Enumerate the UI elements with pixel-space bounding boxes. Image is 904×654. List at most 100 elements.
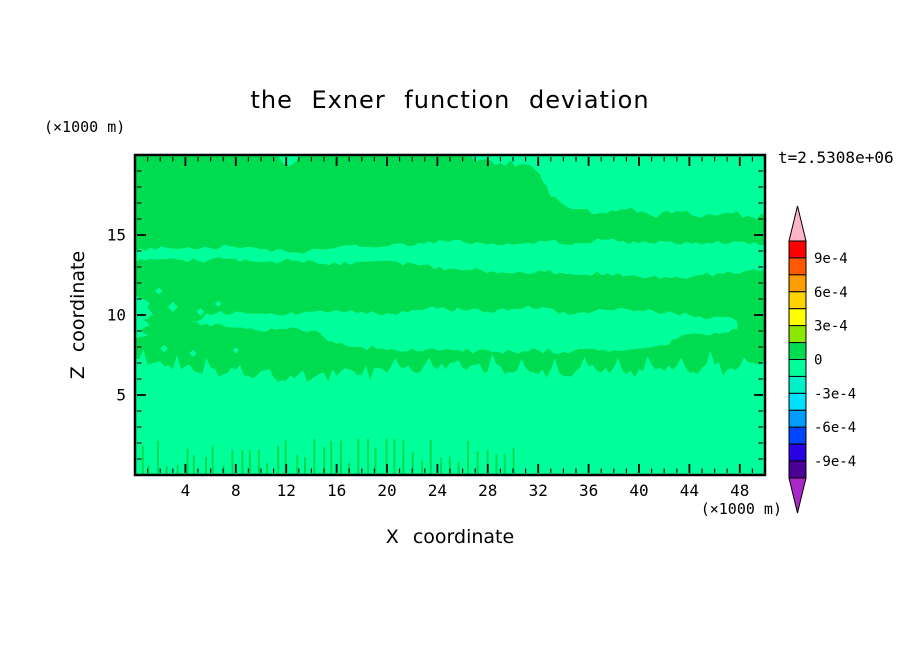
- colorbar-label: 0: [814, 353, 822, 369]
- colorbar-under-arrow: [788, 477, 807, 514]
- colorbar-segment: [788, 460, 807, 479]
- colorbar-segment: [788, 342, 807, 361]
- chart-title: the Exner function deviation: [250, 86, 650, 114]
- colorbar-label: 6e-4: [814, 285, 848, 301]
- grass-streak: [421, 460, 424, 475]
- colorbar-segment: [788, 257, 807, 276]
- contour-speckle: [189, 349, 197, 357]
- contour-speckle: [160, 344, 168, 353]
- grass-streak: [467, 441, 470, 475]
- contour-speckle: [215, 300, 222, 307]
- z-tick-label: 10: [107, 306, 126, 325]
- grass-streak: [385, 438, 388, 475]
- x-tick-label: 40: [629, 481, 648, 500]
- plot-border: [133, 153, 767, 477]
- colorbar-segment: [788, 325, 807, 344]
- grass-streak: [367, 438, 370, 475]
- colorbar-segment: [788, 274, 807, 293]
- grass-streak: [205, 457, 207, 475]
- x-tick-label: 44: [680, 481, 699, 500]
- grass-streak: [192, 455, 195, 475]
- time-annotation: t=2.5308e+06: [778, 148, 894, 167]
- grass-streak: [147, 465, 150, 475]
- grass-streak: [165, 466, 168, 475]
- colorbar-segment: [788, 443, 807, 462]
- grass-streak: [176, 465, 179, 475]
- colorbar-segment: [788, 359, 807, 377]
- colorbar-segment: [788, 426, 807, 445]
- grass-streak: [231, 450, 234, 475]
- grass-streak: [486, 450, 489, 475]
- grass-streak: [503, 453, 506, 475]
- grass-streak: [440, 457, 443, 475]
- grass-streak: [304, 457, 306, 475]
- z-axis-title: Z coordinate: [67, 250, 89, 380]
- contour-region-top-small-lobe: [277, 155, 302, 167]
- x-tick-label: 8: [231, 481, 241, 500]
- grass-streak: [457, 461, 460, 475]
- grass-streak: [429, 439, 432, 475]
- grass-streak: [495, 454, 498, 475]
- contour-region-top-right-lobe: [462, 155, 765, 220]
- grass-streak: [448, 456, 451, 475]
- colorbar-label: -3e-4: [814, 386, 856, 402]
- x-tick-label: 16: [327, 481, 346, 500]
- contour-speckle: [196, 308, 205, 316]
- x-tick-label: 32: [529, 481, 548, 500]
- grass-streak: [339, 440, 342, 475]
- grass-streak: [330, 440, 333, 475]
- colorbar-segment: [788, 392, 807, 411]
- x-tick-label: 36: [579, 481, 598, 500]
- contour-region-lower-layer: [135, 349, 765, 475]
- grass-streak: [241, 450, 244, 475]
- x-tick-label: 48: [730, 481, 749, 500]
- contour-speckle: [155, 287, 163, 295]
- grass-streak: [512, 448, 515, 475]
- x-tick-label: 28: [478, 481, 497, 500]
- contour-region-mid-band: [187, 305, 738, 355]
- x-tick-label: 24: [428, 481, 447, 500]
- grass-streak: [296, 454, 299, 475]
- colorbar-segment: [788, 291, 807, 310]
- grass-streak: [374, 448, 377, 475]
- x-tick-label: 4: [181, 481, 191, 500]
- x-tick-label: 12: [277, 481, 296, 500]
- grass-streak: [284, 440, 287, 475]
- colorbar-segment: [788, 240, 807, 259]
- plot-area: [135, 155, 765, 475]
- grass-streak: [277, 445, 280, 475]
- grass-streak: [248, 450, 251, 475]
- grass-streak: [402, 439, 405, 475]
- colorbar-label: -6e-4: [814, 420, 856, 436]
- colorbar-over-arrow: [788, 205, 807, 242]
- colorbar-segment: [788, 308, 807, 327]
- contour-speckle: [232, 347, 239, 354]
- grass-streak: [476, 451, 479, 475]
- grass-streak: [266, 463, 269, 475]
- z-tick-label: 15: [107, 226, 126, 245]
- x-axis-title: X coordinate: [385, 526, 515, 548]
- colorbar-segment: [788, 375, 807, 394]
- colorbar-label: -9e-4: [814, 454, 856, 470]
- grass-streak: [411, 452, 414, 475]
- contour-region-upper-band: [135, 238, 765, 279]
- grass-streak: [156, 440, 159, 475]
- x-tick-label: 20: [377, 481, 396, 500]
- colorbar-segment: [788, 409, 807, 428]
- contour-region-left-edge-patch: [135, 294, 153, 339]
- colorbar-label: 9e-4: [814, 251, 848, 267]
- z-tick-label: 5: [116, 386, 126, 405]
- grass-streak: [211, 445, 214, 475]
- contour-speckle: [167, 301, 178, 313]
- x-axis-unit-label: (×1000 m): [700, 500, 782, 518]
- grass-streak: [186, 448, 189, 475]
- grass-streak: [357, 438, 360, 475]
- z-axis-unit-label: (×1000 m): [44, 118, 126, 136]
- grass-streak: [393, 439, 396, 475]
- grass-streak: [313, 438, 316, 475]
- colorbar-label: 3e-4: [814, 319, 848, 335]
- grass-streak: [257, 450, 260, 475]
- grass-streak: [323, 447, 326, 475]
